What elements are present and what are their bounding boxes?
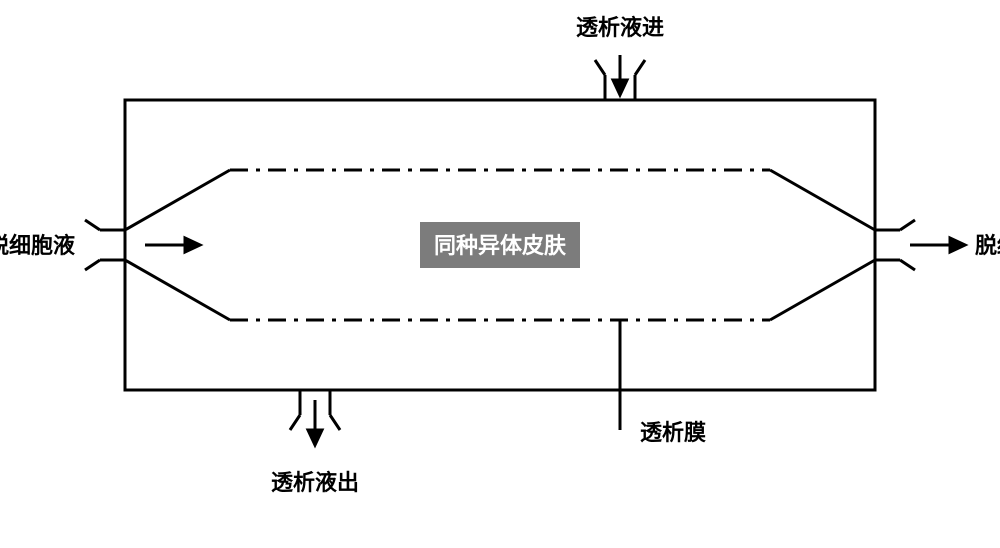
label-membrane: 透析膜 xyxy=(640,420,706,445)
label-right: 脱细胞液 xyxy=(975,233,1000,258)
dialysis-diagram: 透析液进 透析液出 脱细胞液 脱细胞液 xyxy=(0,0,1000,548)
top-arrow xyxy=(613,55,627,95)
left-port xyxy=(85,220,125,270)
label-bottom: 透析液出 xyxy=(271,470,359,495)
right-port xyxy=(875,220,915,270)
center-box-label: 同种异体皮肤 xyxy=(434,233,567,258)
right-arrow xyxy=(910,238,965,252)
bottom-arrow xyxy=(308,400,322,445)
left-arrow xyxy=(145,238,200,252)
label-top: 透析液进 xyxy=(576,15,664,40)
label-left: 脱细胞液 xyxy=(0,233,75,258)
